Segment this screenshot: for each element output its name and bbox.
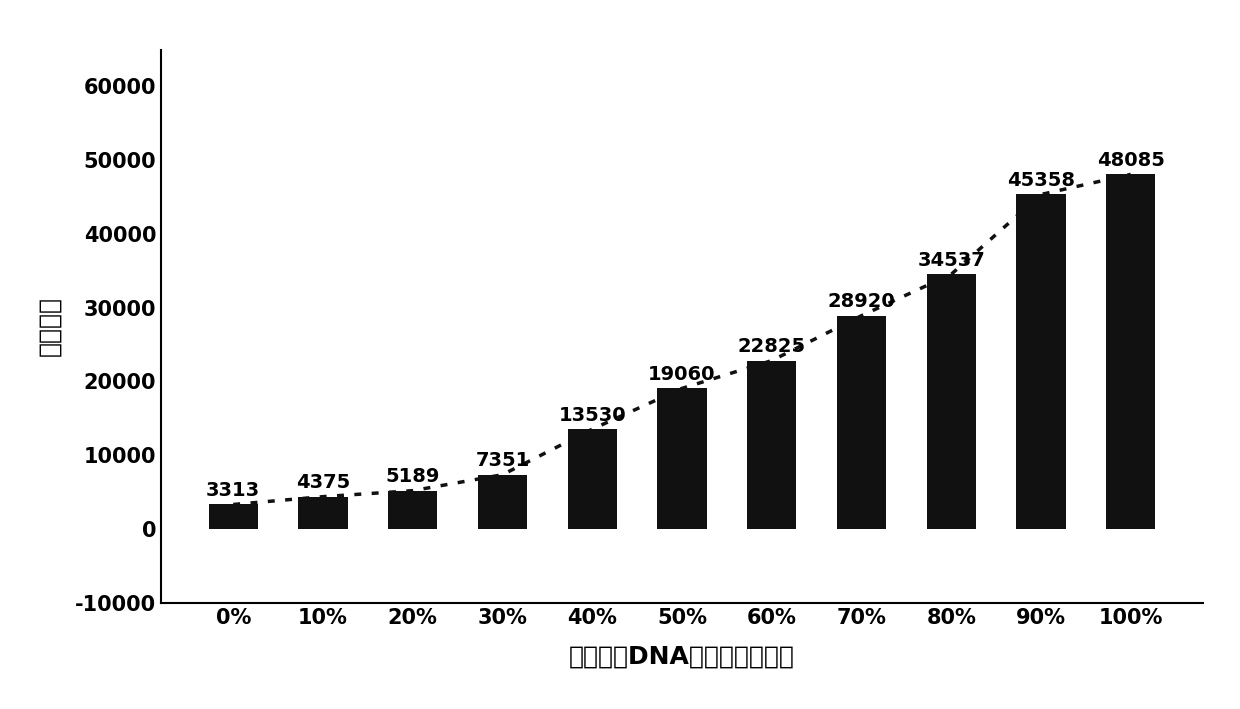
Bar — [477, 475, 527, 529]
Text: 45358: 45358 — [1007, 171, 1075, 190]
Text: 4375: 4375 — [296, 473, 350, 492]
Text: 13530: 13530 — [558, 406, 626, 425]
X-axis label: 混合样中DNA伯胺所占百分比: 混合样中DNA伯胺所占百分比 — [569, 644, 795, 668]
Text: 19060: 19060 — [649, 365, 715, 384]
Text: 34537: 34537 — [918, 251, 985, 270]
Bar — [746, 361, 796, 529]
Text: 3313: 3313 — [206, 481, 260, 500]
Bar — [837, 316, 887, 529]
Bar — [657, 389, 707, 529]
Bar — [388, 491, 438, 529]
Bar — [208, 505, 258, 529]
Text: 7351: 7351 — [475, 452, 529, 470]
Bar — [1106, 174, 1156, 529]
Text: 28920: 28920 — [827, 292, 895, 311]
Text: 5189: 5189 — [386, 467, 440, 486]
Bar — [1017, 194, 1065, 529]
Bar — [568, 429, 618, 529]
Y-axis label: 荧光强度: 荧光强度 — [37, 296, 61, 356]
Text: 22825: 22825 — [738, 337, 806, 356]
Bar — [926, 274, 976, 529]
Text: 48085: 48085 — [1097, 151, 1164, 170]
Bar — [299, 496, 347, 529]
